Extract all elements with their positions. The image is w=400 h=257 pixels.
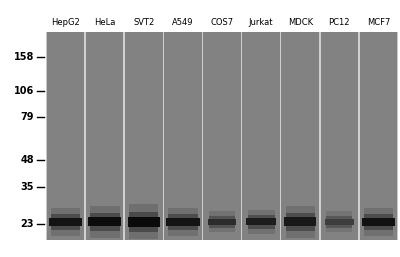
Text: 35: 35 <box>20 182 34 192</box>
Text: MCF7: MCF7 <box>367 18 390 27</box>
Text: 23: 23 <box>20 219 34 229</box>
Text: MDCK: MDCK <box>288 18 313 27</box>
Text: 158: 158 <box>14 52 34 62</box>
Text: HeLa: HeLa <box>94 18 115 27</box>
Text: 79: 79 <box>20 112 34 122</box>
Text: COS7: COS7 <box>210 18 234 27</box>
Text: SVT2: SVT2 <box>133 18 154 27</box>
Text: 106: 106 <box>14 86 34 96</box>
Text: PC12: PC12 <box>328 18 350 27</box>
Text: 48: 48 <box>20 155 34 165</box>
Text: Jurkat: Jurkat <box>249 18 273 27</box>
Text: HepG2: HepG2 <box>51 18 80 27</box>
Text: A549: A549 <box>172 18 194 27</box>
